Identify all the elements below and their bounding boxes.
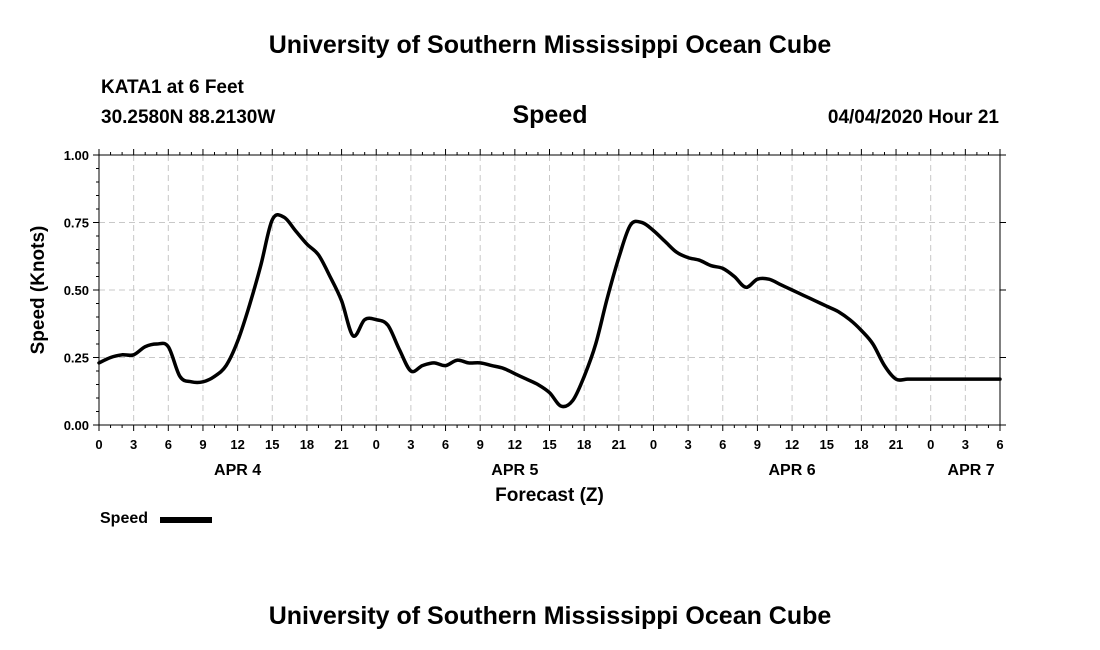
series-line-speed [97, 213, 1002, 409]
x-tick-label: 12 [230, 437, 244, 452]
station-label: KATA1 at 6 Feet [101, 77, 244, 98]
y-tick-label: 0.25 [64, 351, 89, 366]
legend-swatch [160, 517, 212, 523]
x-tick-label: 3 [130, 437, 137, 452]
timestamp-label: 04/04/2020 Hour 21 [827, 107, 999, 128]
x-tick-label: 6 [719, 437, 726, 452]
footer-title: University of Southern Mississippi Ocean… [268, 602, 832, 630]
date-label: APR 5 [491, 462, 538, 479]
x-tick-label: 12 [785, 437, 799, 452]
y-tick-label: 1.00 [64, 148, 89, 163]
x-tick-label: 18 [577, 437, 591, 452]
x-tick-label: 15 [265, 437, 279, 452]
x-tick-label: 21 [612, 437, 626, 452]
x-tick-label: 18 [300, 437, 314, 452]
y-tick-label: 0.50 [64, 283, 89, 298]
variable-title: Speed [512, 101, 588, 129]
x-tick-label: 6 [165, 437, 172, 452]
x-tick-label: 3 [962, 437, 969, 452]
x-tick-label: 0 [95, 437, 102, 452]
y-axis-label: Speed (Knots) [28, 226, 49, 355]
x-tick-label: 9 [754, 437, 761, 452]
y-tick-label: 0.00 [64, 418, 89, 433]
date-label: APR 6 [769, 462, 816, 479]
date-label: APR 7 [948, 462, 995, 479]
y-tick-label: 0.75 [64, 216, 89, 231]
x-tick-label: 12 [508, 437, 522, 452]
date-label: APR 4 [214, 462, 261, 479]
x-axis-label: Forecast (Z) [495, 485, 604, 506]
legend-label: Speed [100, 510, 149, 527]
x-tick-label: 9 [477, 437, 484, 452]
x-tick-label: 6 [996, 437, 1003, 452]
x-tick-label: 9 [199, 437, 206, 452]
x-tick-label: 3 [684, 437, 691, 452]
x-tick-label: 21 [334, 437, 348, 452]
coordinates-label: 30.2580N 88.2130W [101, 107, 276, 128]
x-tick-label: 3 [407, 437, 414, 452]
x-tick-label: 21 [889, 437, 903, 452]
x-tick-label: 0 [927, 437, 934, 452]
x-tick-label: 18 [854, 437, 868, 452]
page-title: University of Southern Mississippi Ocean… [268, 31, 832, 59]
x-tick-label: 0 [650, 437, 657, 452]
x-tick-label: 0 [373, 437, 380, 452]
x-tick-label: 15 [819, 437, 833, 452]
x-tick-label: 15 [542, 437, 556, 452]
x-tick-label: 6 [442, 437, 449, 452]
